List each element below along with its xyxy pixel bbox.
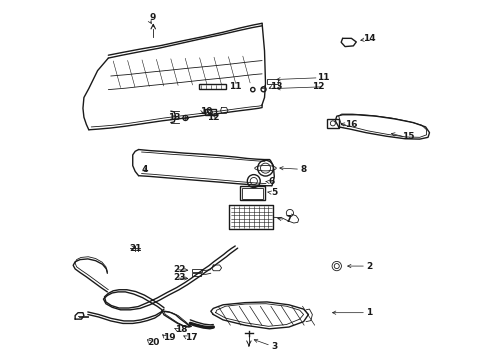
Bar [199, 84, 226, 89]
Text: 2: 2 [367, 262, 372, 271]
Text: 13: 13 [168, 113, 180, 122]
Bar [192, 273, 201, 276]
Text: 11: 11 [317, 73, 329, 82]
Text: 14: 14 [363, 34, 376, 43]
Text: 1: 1 [367, 308, 372, 317]
Bar [267, 79, 278, 84]
Text: 22: 22 [173, 265, 185, 274]
Text: 4: 4 [142, 165, 148, 174]
Text: 23: 23 [173, 273, 185, 282]
Text: 17: 17 [185, 333, 197, 342]
Text: 6: 6 [269, 177, 275, 186]
Bar [242, 188, 263, 199]
Bar [240, 186, 265, 200]
Text: 7: 7 [286, 215, 292, 224]
Text: 8: 8 [300, 165, 307, 174]
Text: 19: 19 [163, 333, 175, 342]
Text: 11: 11 [229, 82, 242, 91]
Text: 5: 5 [271, 188, 277, 197]
Text: 12: 12 [312, 82, 324, 91]
Text: 9: 9 [149, 13, 155, 22]
Bar [327, 119, 339, 128]
Bar [192, 269, 202, 272]
Bar [205, 109, 216, 115]
Text: 13: 13 [270, 82, 283, 91]
Text: 10: 10 [200, 107, 212, 116]
Text: 12: 12 [207, 113, 220, 122]
Text: 18: 18 [175, 325, 188, 334]
Text: 20: 20 [147, 338, 159, 347]
Text: 15: 15 [402, 132, 415, 141]
Text: 16: 16 [345, 120, 358, 129]
Text: 3: 3 [271, 342, 277, 351]
Text: 21: 21 [129, 244, 142, 253]
